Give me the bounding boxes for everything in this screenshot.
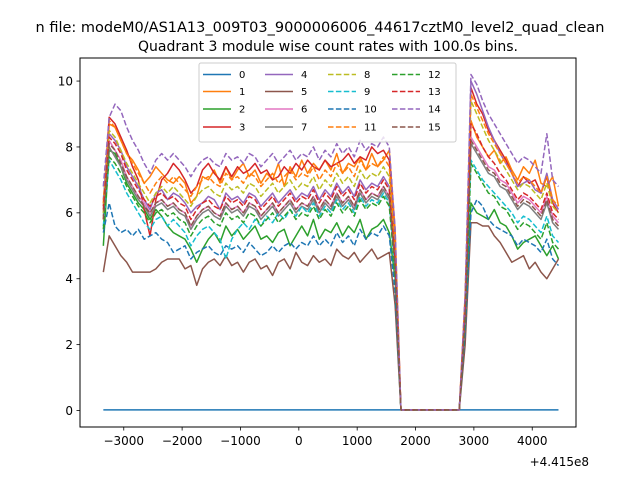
legend-label-14: 14 (428, 105, 441, 116)
series-line-4 (102, 80, 560, 411)
x-tick-label: 4000 (517, 434, 548, 448)
figure-suptitle: n file: modeM0/AS1A13_009T03_9000006006_… (36, 20, 605, 36)
y-tick-label: 6 (65, 206, 73, 220)
series-line-8 (102, 100, 560, 411)
y-tick-label: 8 (65, 140, 73, 154)
legend-label-6: 6 (301, 105, 307, 116)
series-line-12 (102, 156, 560, 411)
series-line-1 (102, 119, 560, 411)
series-line-14 (102, 73, 560, 411)
legend-label-11: 11 (364, 123, 377, 134)
x-tick-label: −1000 (220, 434, 261, 448)
series-line-10 (102, 198, 560, 411)
x-offset-label: +4.415e8 (530, 455, 589, 469)
series-line-7 (102, 142, 560, 411)
legend-label-12: 12 (428, 70, 441, 81)
legend-label-5: 5 (301, 87, 307, 98)
x-tick-label: −3000 (103, 434, 144, 448)
legend-label-7: 7 (301, 123, 307, 134)
series-line-5 (102, 221, 560, 411)
series-line-15 (102, 139, 560, 411)
y-tick-label: 0 (65, 404, 73, 418)
x-tick-label: 3000 (459, 434, 490, 448)
plot-area-frame (79, 57, 577, 428)
legend-box (198, 62, 457, 143)
legend-label-2: 2 (239, 105, 245, 116)
legend-label-15: 15 (428, 123, 441, 134)
legend-label-10: 10 (364, 105, 377, 116)
series-line-2 (102, 149, 560, 411)
legend-label-4: 4 (301, 70, 307, 81)
legend-label-3: 3 (239, 123, 245, 134)
x-tick-label: 0 (295, 434, 303, 448)
chart-title: Quadrant 3 module wise count rates with … (138, 39, 518, 55)
legend-label-13: 13 (428, 87, 441, 98)
legend-label-8: 8 (364, 70, 370, 81)
legend-label-9: 9 (364, 87, 370, 98)
series-line-11 (102, 93, 560, 411)
x-tick-label: −2000 (162, 434, 203, 448)
plot-area (102, 73, 560, 411)
y-tick-label: 4 (65, 272, 73, 286)
y-tick-label: 2 (65, 338, 73, 352)
x-tick-label: 1000 (342, 434, 373, 448)
legend-label-1: 1 (239, 87, 245, 98)
series-line-3 (102, 86, 560, 411)
legend-label-0: 0 (239, 70, 245, 81)
y-tick-label: 10 (58, 74, 73, 88)
series-line-9 (102, 159, 560, 411)
x-tick-label: 2000 (400, 434, 431, 448)
